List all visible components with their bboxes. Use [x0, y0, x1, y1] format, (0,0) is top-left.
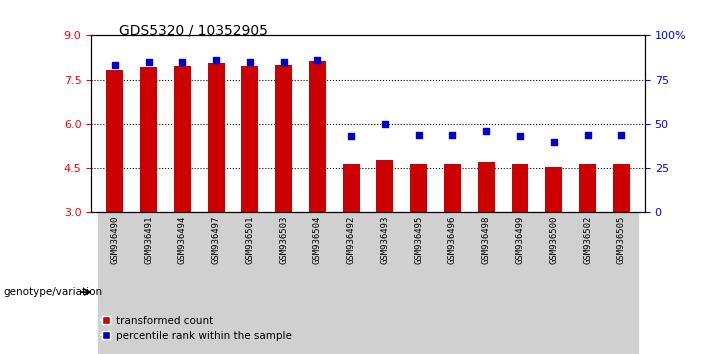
Bar: [199, 212, 233, 354]
Bar: [402, 212, 435, 354]
Point: [346, 133, 357, 139]
Point: [244, 59, 255, 65]
Point: [413, 132, 424, 137]
Bar: [207, 63, 224, 212]
Bar: [98, 212, 132, 354]
Bar: [334, 212, 368, 354]
Bar: [368, 212, 402, 354]
Bar: [241, 66, 258, 212]
Legend: transformed count, percentile rank within the sample: transformed count, percentile rank withi…: [96, 312, 296, 345]
Bar: [470, 212, 503, 354]
Point: [379, 121, 390, 127]
Point: [615, 132, 627, 137]
Bar: [266, 212, 301, 354]
Point: [312, 57, 323, 63]
Bar: [233, 212, 266, 354]
Point: [515, 133, 526, 139]
Point: [143, 59, 154, 65]
Point: [582, 132, 593, 137]
Bar: [165, 212, 199, 354]
Bar: [107, 70, 123, 212]
Point: [447, 132, 458, 137]
Bar: [537, 212, 571, 354]
Bar: [140, 67, 157, 212]
Bar: [275, 65, 292, 212]
Point: [210, 57, 222, 63]
Bar: [174, 66, 191, 212]
Bar: [132, 212, 165, 354]
Bar: [545, 167, 562, 212]
Bar: [444, 164, 461, 212]
Bar: [309, 61, 326, 212]
Bar: [410, 164, 427, 212]
Bar: [613, 164, 629, 212]
Bar: [478, 162, 495, 212]
Point: [548, 139, 559, 144]
Point: [278, 59, 290, 65]
Bar: [376, 160, 393, 212]
Bar: [512, 164, 529, 212]
Bar: [435, 212, 470, 354]
Point: [177, 59, 188, 65]
Bar: [503, 212, 537, 354]
Bar: [343, 164, 360, 212]
Bar: [571, 212, 604, 354]
Bar: [301, 212, 334, 354]
Point: [481, 128, 492, 134]
Text: GDS5320 / 10352905: GDS5320 / 10352905: [119, 23, 268, 37]
Bar: [604, 212, 638, 354]
Bar: [579, 164, 596, 212]
Text: genotype/variation: genotype/variation: [4, 287, 102, 297]
Point: [109, 63, 121, 68]
